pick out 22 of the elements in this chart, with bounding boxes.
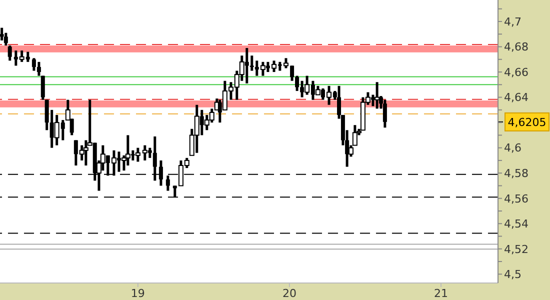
y-tick-label: 4,56 (504, 192, 528, 206)
candlestick (32, 56, 36, 72)
text: 4,6205 (508, 116, 546, 129)
candlestick (374, 80, 380, 110)
candlestick (4, 32, 8, 47)
y-tick-label: 4,6 (504, 142, 522, 155)
x-tick-label: 20 (282, 286, 296, 300)
y-tick-label: 4,66 (504, 66, 528, 79)
y-tick-label: 4,58 (504, 166, 528, 180)
candlestick (135, 146, 140, 163)
y-tick-label: 4,7 (504, 15, 522, 28)
candlestick (382, 98, 387, 129)
y-tick-label: 4,64 (504, 91, 528, 104)
y-tick-label: 4,52 (504, 242, 528, 256)
candlestick (0, 26, 4, 42)
candlestick (8, 44, 12, 62)
y-tick-label: 4,5 (504, 268, 522, 282)
x-tick-label: 21 (434, 286, 448, 300)
y-tick-label: 4,54 (504, 218, 528, 231)
x-tick-label: 19 (130, 286, 145, 300)
candlestick (40, 74, 45, 102)
y-tick-label: 4,68 (504, 40, 528, 54)
